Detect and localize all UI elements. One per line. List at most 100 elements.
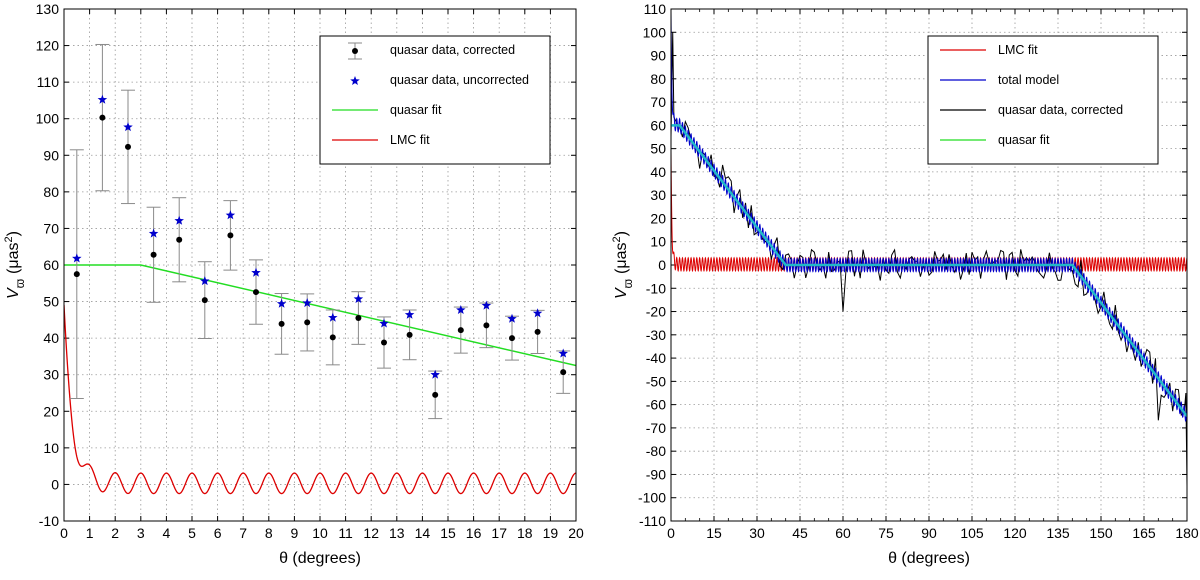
uncorrected-point bbox=[72, 253, 82, 263]
y-tick-label: 60 bbox=[43, 257, 59, 273]
x-tick-label: 17 bbox=[491, 525, 507, 541]
corrected-point bbox=[560, 369, 567, 376]
legend: quasar data, corrected quasar data, uncor… bbox=[319, 35, 551, 165]
x-tick-label: 15 bbox=[440, 525, 456, 541]
uncorrected-point bbox=[532, 308, 543, 318]
uncorrected-point bbox=[481, 300, 492, 310]
total-model-line bbox=[671, 11, 1187, 422]
x-tick-label: 75 bbox=[878, 525, 894, 541]
corrected-point bbox=[381, 339, 387, 346]
y-axis-label-unit: (μas bbox=[613, 242, 630, 273]
x-tick-label: 120 bbox=[1003, 525, 1027, 541]
corrected-point bbox=[534, 328, 541, 335]
y-tick-label: 110 bbox=[37, 74, 60, 90]
uncorrected-point bbox=[353, 294, 364, 304]
x-tick-label: 60 bbox=[835, 525, 851, 541]
corrected-point bbox=[227, 232, 234, 239]
x-tick-label: 105 bbox=[960, 525, 984, 541]
y-tick-label: -50 bbox=[646, 373, 666, 389]
x-tick-label: 8 bbox=[265, 525, 273, 541]
y-axis-label-sup: 2 bbox=[611, 236, 623, 242]
plot-frame bbox=[670, 8, 1188, 522]
corrected-point bbox=[99, 114, 106, 121]
uncorrected-point bbox=[97, 94, 108, 104]
y-tick-label: -80 bbox=[646, 443, 666, 459]
plot-frame bbox=[63, 8, 577, 522]
uncorrected-point bbox=[302, 298, 312, 308]
y-tick-label: 70 bbox=[650, 94, 666, 110]
uncorrected-point bbox=[507, 313, 517, 323]
x-tick-label: 13 bbox=[389, 525, 405, 541]
legend-label-lmc: LMC fit bbox=[998, 43, 1038, 57]
x-axis-label: θ (degrees) bbox=[279, 550, 361, 567]
legend-swatch-corrected bbox=[352, 48, 358, 54]
x-tick-label: 3 bbox=[137, 525, 145, 541]
corrected-point bbox=[73, 271, 80, 278]
x-tick-label: 7 bbox=[239, 525, 247, 541]
y-tick-label: 0 bbox=[658, 257, 666, 273]
x-tick-label: 9 bbox=[291, 525, 299, 541]
quasar-data-line bbox=[671, 32, 1187, 487]
uncorrected-point bbox=[276, 298, 287, 308]
y-tick-label: 100 bbox=[643, 24, 667, 40]
y-tick-label: 80 bbox=[43, 184, 59, 200]
legend-swatch-uncorrected bbox=[350, 76, 360, 86]
y-tick-label: -90 bbox=[646, 466, 666, 482]
y-axis-label-main: V bbox=[5, 287, 22, 299]
x-tick-label: 135 bbox=[1046, 525, 1070, 541]
plot-area bbox=[64, 43, 576, 495]
y-tick-label: 40 bbox=[43, 330, 59, 346]
lmc-fit-line bbox=[64, 304, 576, 495]
y-tick-label: 20 bbox=[43, 403, 59, 419]
quasar-fit-line bbox=[64, 264, 576, 367]
legend-box bbox=[927, 35, 1159, 165]
corrected-point bbox=[329, 334, 336, 341]
y-axis-label-main: V bbox=[613, 287, 630, 299]
right-chart: 0 15 30 45 60 75 90 105 120 135 150 165 180-110-100-… bbox=[611, 1, 1199, 567]
corrected-point bbox=[176, 236, 183, 243]
y-tick-label: -30 bbox=[646, 327, 666, 343]
y-tick-label: 90 bbox=[43, 147, 59, 163]
x-tick-label: 4 bbox=[163, 525, 171, 541]
uncorrected-point bbox=[200, 276, 210, 286]
corrected-point bbox=[278, 320, 285, 327]
x-tick-label: 1 bbox=[86, 525, 94, 541]
corrected-point bbox=[355, 315, 362, 322]
x-tick-label: 19 bbox=[543, 525, 559, 541]
y-axis-label-sub: ϖ bbox=[621, 279, 635, 288]
y-axis-label: Vϖ (μas2) bbox=[611, 231, 635, 299]
uncorrected-point bbox=[148, 228, 159, 238]
y-axis-label-close: ) bbox=[613, 231, 630, 236]
legend-box bbox=[319, 35, 551, 165]
y-tick-label: 40 bbox=[650, 164, 666, 180]
corrected-point bbox=[253, 289, 259, 296]
legend: LMC fit total model quasar data, corrected… bbox=[927, 35, 1159, 165]
x-tick-label: 0 bbox=[667, 525, 675, 541]
y-tick-label: 60 bbox=[650, 117, 666, 133]
y-tick-label: 100 bbox=[36, 111, 60, 127]
y-tick-label: 130 bbox=[36, 1, 60, 17]
y-tick-label: 70 bbox=[43, 220, 59, 236]
y-axis-label-unit: (μas bbox=[5, 242, 22, 273]
y-tick-label: 10 bbox=[43, 440, 59, 456]
legend-label-corrected: quasar data, corrected bbox=[998, 103, 1123, 117]
x-axis-label: θ (degrees) bbox=[888, 550, 970, 567]
y-tick-label: 0 bbox=[51, 476, 59, 492]
quasar-fit-line bbox=[671, 124, 1187, 418]
x-tick-label: 45 bbox=[792, 525, 808, 541]
uncorrected-point bbox=[225, 210, 236, 220]
y-tick-label: -40 bbox=[646, 350, 666, 366]
uncorrected-point bbox=[123, 122, 133, 132]
uncorrected-point bbox=[328, 312, 338, 322]
y-tick-label: -60 bbox=[646, 397, 666, 413]
y-tick-label: 120 bbox=[36, 38, 60, 54]
y-tick-label: -10 bbox=[39, 513, 59, 529]
y-tick-label: -70 bbox=[646, 420, 666, 436]
x-tick-label: 2 bbox=[111, 525, 119, 541]
y-tick-label: 90 bbox=[650, 48, 666, 64]
y-axis-label: Vϖ (μas2) bbox=[3, 231, 27, 299]
legend-label-corrected: quasar data, corrected bbox=[390, 43, 515, 57]
y-tick-label: -20 bbox=[646, 304, 666, 320]
corrected-point bbox=[150, 251, 157, 258]
